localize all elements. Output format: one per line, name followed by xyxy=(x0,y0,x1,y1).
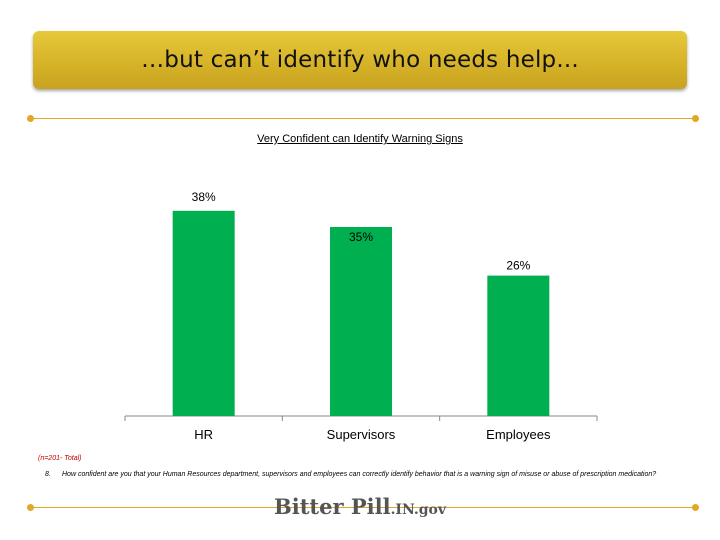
page-title: …but can’t identify who needs help... xyxy=(141,47,579,73)
category-label: HR xyxy=(194,427,213,442)
logo-domain: .IN.gov xyxy=(390,502,447,518)
data-label: 26% xyxy=(506,259,530,273)
category-label: Supervisors xyxy=(327,427,396,442)
question-number: 8. xyxy=(45,471,51,478)
bar-employees xyxy=(487,275,550,416)
logo-main: Bitter Pill xyxy=(273,494,391,519)
bar-hr xyxy=(172,210,235,416)
data-label: 38% xyxy=(192,190,216,204)
question-text: How confident are you that your Human Re… xyxy=(62,471,657,478)
bar-supervisors xyxy=(330,227,392,416)
bar-chart: 38% HR 35% Supervisors 26% Employees xyxy=(124,190,598,442)
chart-title: Very Confident can Identify Warning Sign… xyxy=(257,133,463,145)
sample-size-note: (n=201- Total) xyxy=(38,455,82,462)
category-label: Employees xyxy=(486,427,551,442)
data-label: 35% xyxy=(349,230,373,244)
bitter-pill-logo: Bitter Pill.IN.gov xyxy=(0,494,720,519)
bottom-divider xyxy=(27,504,699,511)
top-divider xyxy=(27,115,699,122)
title-banner: …but can’t identify who needs help... xyxy=(33,31,687,89)
